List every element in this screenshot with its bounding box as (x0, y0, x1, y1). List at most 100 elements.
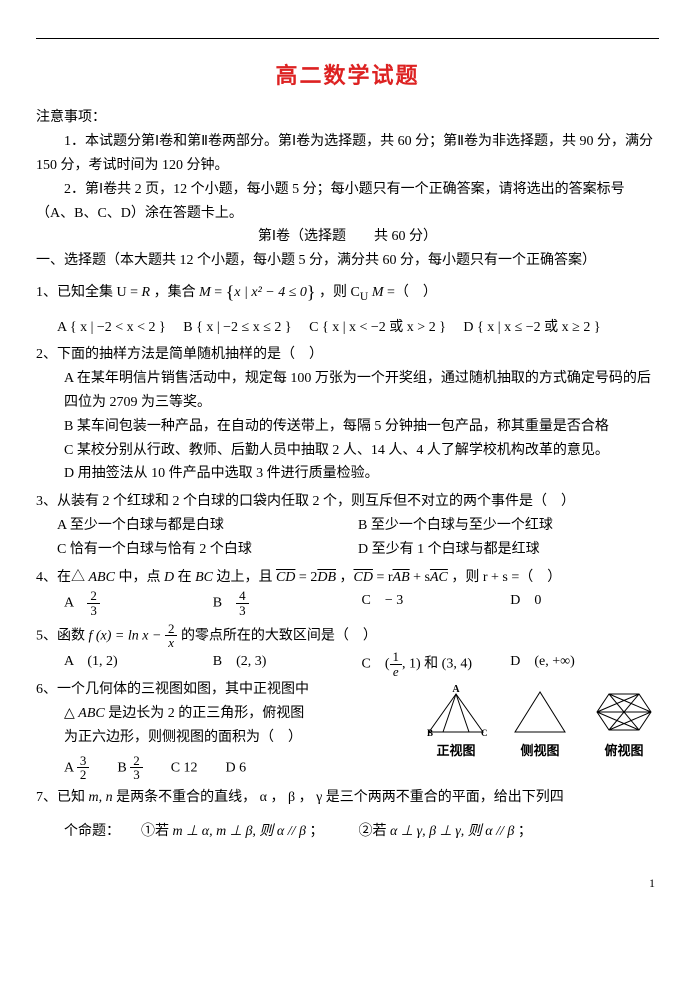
q5-D: D (e, +∞) (510, 650, 659, 678)
q5-Cn: 1 (390, 650, 403, 665)
q4-DB: DB (317, 570, 336, 585)
mc-heading: 一、选择题（本大题共 12 个小题，每小题 5 分，满分共 60 分，每小题只有… (36, 249, 659, 273)
q6-l2b: 是边长为 2 的正三角形，俯视图 (105, 706, 305, 721)
q4-B-d: 3 (236, 604, 249, 618)
q5-B: B (2, 3) (213, 650, 362, 678)
q7-b: 是两条不重合的直线， α ， β ， γ 是三个两两不重合的平面，给出下列四 (113, 790, 564, 805)
front-view-svg: A B C (421, 682, 491, 738)
q4: 4、在△ ABC 中，点 D 在 BC 边上，且 CD = 2DB ，CD = … (36, 566, 659, 590)
q5-b: 的零点所在的大致区间是（ ） (177, 628, 377, 643)
q6-D: D 6 (226, 760, 247, 775)
q1: 1、已知全集 U = R ，集合 M = {x | x² − 4 ≤ 0} ，则… (36, 277, 659, 308)
q1-stem-b: ，集合 (150, 285, 199, 300)
q2-stem: 2、下面的抽样方法是简单随机抽样的是（ ） (36, 343, 659, 367)
q6-l2a: △ (64, 706, 78, 721)
q1-stem-a: 1、已知全集 U = (36, 285, 142, 300)
q4-Dopt: D 0 (510, 589, 659, 617)
q3-C: C 恰有一个白球与恰有 2 个白球 (57, 538, 358, 562)
q4-CD2: CD (354, 570, 373, 585)
fig2-label: 侧视图 (505, 740, 575, 762)
q4-BC: BC (195, 570, 213, 585)
fig3-label: 俯视图 (589, 740, 659, 762)
notice-1: 1．本试题分第Ⅰ卷和第Ⅱ卷两部分。第Ⅰ卷为选择题，共 60 分；第Ⅱ卷为非选择题… (36, 130, 659, 178)
q1-A: { x | −2 < x < 2 } (70, 320, 166, 335)
q4-B-n: 4 (236, 589, 249, 604)
page-title: 高二数学试题 (36, 57, 659, 94)
q4-opts: A 23 B 43 C − 3 D 0 (64, 589, 659, 617)
page-number: 1 (36, 873, 659, 893)
notice-heading: 注意事项： (36, 106, 659, 130)
q5-Cd: e (390, 665, 403, 679)
q6-ABC: ABC (78, 706, 104, 721)
q7-p2: α ⊥ γ, β ⊥ γ, 则 α // β (390, 824, 514, 839)
q4-b: 中，点 (115, 570, 164, 585)
q4-CD: CD (276, 570, 295, 585)
q6: 6、一个几何体的三视图如图，其中正视图中 △ ABC 是边长为 2 的正三角形，… (36, 678, 659, 782)
top-view-svg (589, 682, 659, 738)
q3-row2: C 恰有一个白球与恰有 2 个白球 D 至少有 1 个白球与都是红球 (57, 538, 659, 562)
q7-l2a: 个命题： ①若 (64, 824, 173, 839)
q5-A: A (1, 2) (64, 650, 213, 678)
q7-line2: 个命题： ①若 m ⊥ α, m ⊥ β, 则 α // β ； ②若 α ⊥ … (64, 820, 659, 844)
q4-A-d: 3 (87, 604, 100, 618)
side-view-svg (505, 682, 575, 738)
q6-A-d: 2 (77, 768, 90, 782)
q6-B-d: 3 (130, 768, 143, 782)
q7-p1: m ⊥ α, m ⊥ β, 则 α // β (173, 824, 307, 839)
q2-C: C 某校分别从行政、教师、后勤人员中抽取 2 人、14 人、4 人了解学校机构改… (64, 439, 659, 463)
q6-opts: A 32 B 23 C 12 D 6 (64, 754, 421, 782)
part1-heading: 第Ⅰ卷（选择题 共 60 分） (36, 225, 659, 249)
q2-D: D 用抽签法从 10 件产品中选取 3 件进行质量检验。 (64, 462, 659, 486)
q4-plus: + s (410, 570, 430, 585)
q1-B: { x | −2 ≤ x ≤ 2 } (196, 320, 292, 335)
q5-d: x (165, 636, 178, 650)
q6-B-lbl: B (117, 760, 126, 775)
top-view: 俯视图 (589, 682, 659, 782)
q3-D: D 至少有 1 个白球与都是红球 (358, 538, 659, 562)
q1-U: U (360, 290, 368, 303)
q6-A-n: 3 (77, 754, 90, 769)
q1-C: { x | x < −2 或 x > 2 } (322, 320, 446, 335)
q4-a: 4、在△ (36, 570, 89, 585)
q6-B-n: 2 (130, 754, 143, 769)
q4-A-lbl: A (64, 596, 73, 611)
svg-text:A: A (452, 684, 460, 695)
q4-comma: ， (336, 570, 354, 585)
q5-Cpre: C ( (362, 656, 390, 671)
q6-l3: 为正六边形，则侧视图的面积为（ ） (64, 726, 421, 750)
svg-text:C: C (481, 728, 488, 738)
q7-mn: m, n (89, 790, 113, 805)
q3-row1: A 至少一个白球与都是白球 B 至少一个白球与至少一个红球 (57, 514, 659, 538)
q3-B: B 至少一个白球与至少一个红球 (358, 514, 659, 538)
q6-l1: 6、一个几何体的三视图如图，其中正视图中 (36, 678, 421, 702)
q6-A-lbl: A (64, 760, 73, 775)
q1-opts: A { x | −2 < x < 2 } B { x | −2 ≤ x ≤ 2 … (57, 316, 659, 340)
q1-M2: M (372, 285, 384, 300)
q5-opts: A (1, 2) B (2, 3) C (1e, 1) 和 (3, 4) D (… (64, 650, 659, 678)
svg-text:B: B (427, 728, 433, 738)
q4-A-n: 2 (87, 589, 100, 604)
notice-2: 2．第Ⅰ卷共 2 页，12 个小题，每小题 5 分；每小题只有一个正确答案，请将… (36, 178, 659, 226)
q4-e: ，则 r + s =（ ） (448, 570, 561, 585)
side-view: 侧视图 (505, 682, 575, 782)
q7-tail: ； (514, 824, 532, 839)
q1-D: { x | x ≤ −2 或 x ≥ 2 } (477, 320, 601, 335)
q4-d: 边上，且 (213, 570, 276, 585)
q5-fx: f (x) = ln x − (89, 628, 165, 643)
q4-eq1: = 2 (295, 570, 317, 585)
q4-D: D (164, 570, 174, 585)
q1-R: R (142, 285, 151, 300)
q1-M: M (199, 285, 211, 300)
q7-a: 7、已知 (36, 790, 89, 805)
q4-c: 在 (174, 570, 195, 585)
q3-A: A 至少一个白球与都是白球 (57, 514, 358, 538)
q2-A: A 在某年明信片销售活动中，规定每 100 万张为一个开奖组，通过随机抽取的方式… (64, 367, 659, 415)
q1-stem-c: ，则 C (316, 285, 360, 300)
q5-Cpost: , 1) 和 (3, 4) (402, 656, 472, 671)
q2-B: B 某车间包装一种产品，在自动的传送带上，每隔 5 分钟抽一包产品，称其重量是否… (64, 415, 659, 439)
q4-ABC: ABC (89, 570, 115, 585)
q5: 5、函数 f (x) = ln x − 2x 的零点所在的大致区间是（ ） (36, 622, 659, 650)
q4-AC: AC (430, 570, 448, 585)
q5-n: 2 (165, 622, 178, 637)
q7: 7、已知 m, n 是两条不重合的直线， α ， β ， γ 是三个两两不重合的… (36, 786, 659, 810)
